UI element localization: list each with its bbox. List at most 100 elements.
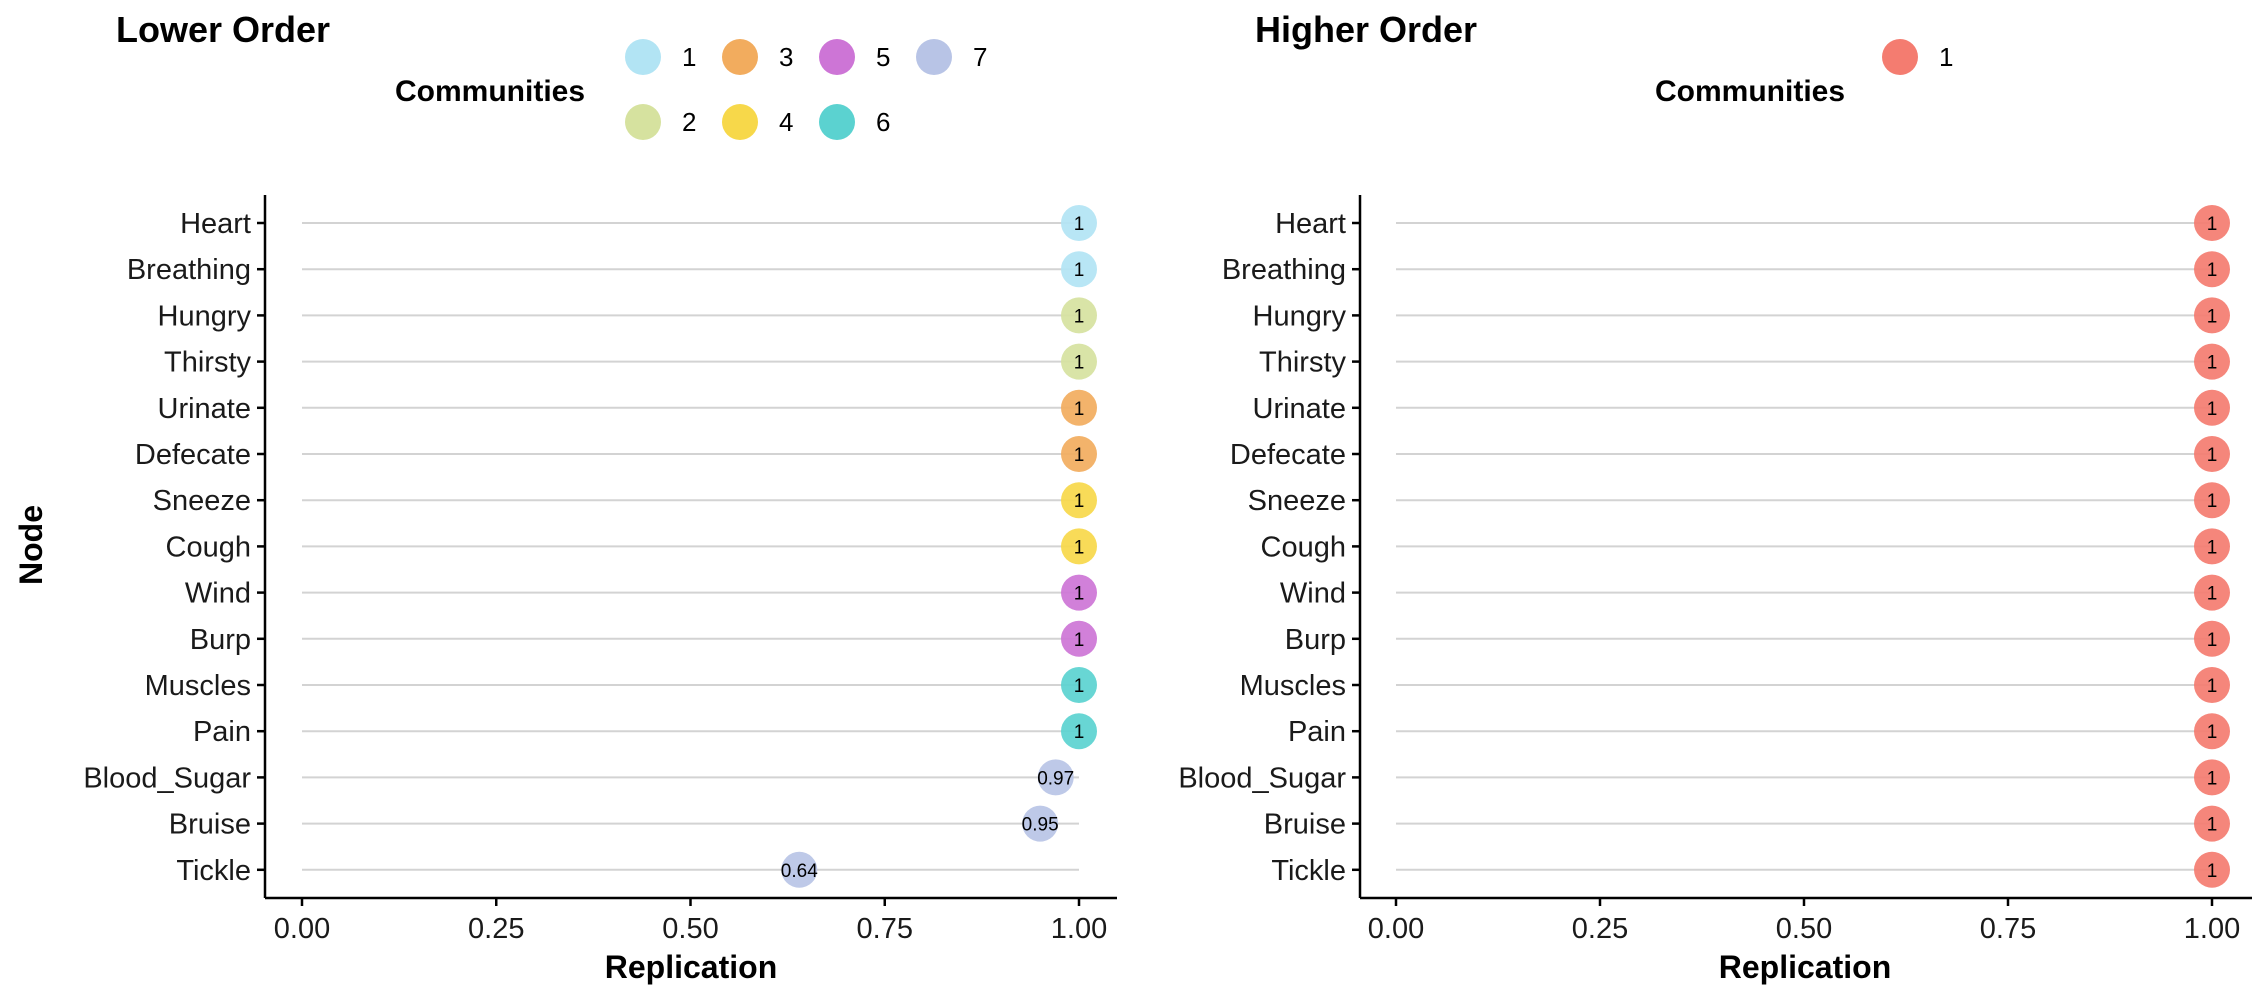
lower-order-point-label: 1 [1074, 353, 1085, 374]
lower-order-legend-label: 5 [876, 42, 890, 72]
higher-order-point [2194, 482, 2230, 519]
higher-order-y-tick-label: Wind [1280, 578, 1346, 610]
lower-order-y-tick-label: Wind [185, 578, 251, 610]
lower-order-point [1061, 205, 1097, 241]
higher-order-x-tick-label: 0.00 [1368, 913, 1424, 945]
lower-order-point-label: 0.95 [1022, 815, 1059, 836]
higher-order-point [2194, 759, 2230, 796]
higher-order-point-label: 1 [2207, 399, 2218, 420]
lower-order-point-label: 1 [1074, 722, 1085, 743]
lower-order-legend-swatch [722, 104, 758, 140]
lower-order-point [1061, 343, 1097, 380]
lower-order-point [1061, 297, 1097, 334]
higher-order-point [2194, 436, 2230, 472]
lower-order-point-label: 1 [1074, 537, 1085, 558]
higher-order-panel: Higher Order Communities 1 Heart Breathin… [1178, 9, 2252, 985]
lower-order-point [1061, 713, 1097, 750]
lower-order-x-tick-label: 0.75 [857, 913, 913, 945]
lower-order-legend-swatch [625, 104, 661, 140]
lower-order-legend-swatch [819, 104, 855, 140]
lower-order-panel: Lower Order Communities 1 2 3 4 5 6 7 Node Hea… [13, 9, 1117, 985]
lower-order-point-label: 1 [1074, 630, 1085, 651]
lower-order-point-label: 0.64 [781, 861, 818, 882]
lower-order-point [1037, 759, 1074, 796]
higher-order-y-tick-label: Cough [1261, 531, 1346, 563]
lower-order-point-label: 1 [1074, 445, 1085, 466]
lower-order-y-tick-label: Blood_Sugar [83, 762, 251, 794]
lower-order-y-tick-label: Cough [166, 531, 251, 563]
higher-order-point-label: 1 [2207, 353, 2218, 374]
lower-order-point [1061, 251, 1097, 288]
higher-order-title: Higher Order [1255, 9, 1477, 50]
lower-order-y-tick-label: Pain [193, 716, 251, 748]
higher-order-x-tick-label: 0.75 [1980, 913, 2036, 945]
lower-order-legend-label: 3 [779, 42, 793, 72]
higher-order-point-label: 1 [2207, 630, 2218, 651]
higher-order-point [2194, 620, 2230, 657]
lower-order-y-tick-label: Burp [190, 624, 251, 656]
higher-order-y-tick-label: Tickle [1271, 855, 1346, 887]
lower-order-legend-swatch [916, 39, 952, 75]
lower-order-point-label: 1 [1074, 584, 1085, 605]
lower-order-y-tick-label: Heart [180, 208, 251, 240]
higher-order-y-tick-label: Muscles [1240, 670, 1346, 702]
higher-order-point [2194, 574, 2230, 611]
lower-order-y-tick-label: Defecate [135, 439, 251, 471]
higher-order-y-tick-label: Blood_Sugar [1178, 762, 1346, 794]
lower-order-point [1061, 528, 1097, 565]
higher-order-point-label: 1 [2207, 722, 2218, 743]
higher-order-legend-label: 1 [1939, 42, 1953, 72]
lower-order-y-tick-label: Sneeze [153, 485, 251, 517]
higher-order-y-tick-label: Breathing [1222, 254, 1346, 286]
higher-order-point-label: 1 [2207, 861, 2218, 882]
higher-order-legend-swatch [1882, 39, 1918, 75]
higher-order-point [2194, 528, 2230, 565]
higher-order-point [2194, 297, 2230, 334]
lower-order-legend-swatch [625, 39, 661, 75]
higher-order-x-axis-title: Replication [1719, 949, 1891, 985]
lower-order-x-tick-label: 0.00 [274, 913, 330, 945]
lower-order-point-label: 1 [1074, 260, 1085, 281]
lower-order-y-tick-label: Urinate [158, 393, 252, 425]
higher-order-y-tick-label: Urinate [1253, 393, 1347, 425]
lower-order-x-tick-label: 0.25 [468, 913, 524, 945]
higher-order-y-tick-label: Pain [1288, 716, 1346, 748]
higher-order-legend-title: Communities [1655, 75, 1845, 108]
lower-order-point [1061, 620, 1097, 657]
lower-order-legend-label: 4 [779, 107, 793, 137]
lower-order-point-label: 0.97 [1037, 768, 1074, 789]
higher-order-y-tick-label: Heart [1275, 208, 1346, 240]
higher-order-legend: Communities 1 [1655, 39, 1953, 108]
lower-order-legend: Communities 1 2 3 4 5 6 7 [395, 39, 987, 140]
higher-order-point-label: 1 [2207, 260, 2218, 281]
higher-order-point-label: 1 [2207, 768, 2218, 789]
lower-order-point [1061, 389, 1097, 426]
lower-order-y-tick-label: Breathing [127, 254, 251, 286]
higher-order-point [2194, 205, 2230, 241]
higher-order-x-tick-label: 0.50 [1776, 913, 1832, 945]
lower-order-legend-label: 7 [973, 42, 987, 72]
lower-order-point-label: 1 [1074, 306, 1085, 327]
lower-order-y-tick-label: Muscles [145, 670, 251, 702]
lower-order-x-tick-label: 0.50 [662, 913, 718, 945]
higher-order-y-tick-label: Defecate [1230, 439, 1346, 471]
lower-order-x-tick-label: 1.00 [1051, 913, 1107, 945]
higher-order-x-tick-label: 0.25 [1572, 913, 1628, 945]
higher-order-point-label: 1 [2207, 676, 2218, 697]
higher-order-point [2194, 667, 2230, 703]
lower-order-y-tick-label: Bruise [169, 809, 251, 841]
higher-order-y-tick-label: Bruise [1264, 809, 1346, 841]
higher-order-point [2194, 851, 2230, 888]
higher-order-point [2194, 389, 2230, 426]
lower-order-point-label: 1 [1074, 399, 1085, 420]
lower-order-legend-swatch [819, 39, 855, 75]
lower-order-x-axis-title: Replication [605, 949, 777, 985]
higher-order-point-label: 1 [2207, 491, 2218, 512]
lower-order-point-label: 1 [1074, 491, 1085, 512]
lower-order-point [1061, 667, 1097, 703]
lower-order-point [781, 851, 818, 888]
lower-order-point-label: 1 [1074, 676, 1085, 697]
higher-order-y-tick-label: Burp [1285, 624, 1346, 656]
higher-order-point-label: 1 [2207, 584, 2218, 605]
